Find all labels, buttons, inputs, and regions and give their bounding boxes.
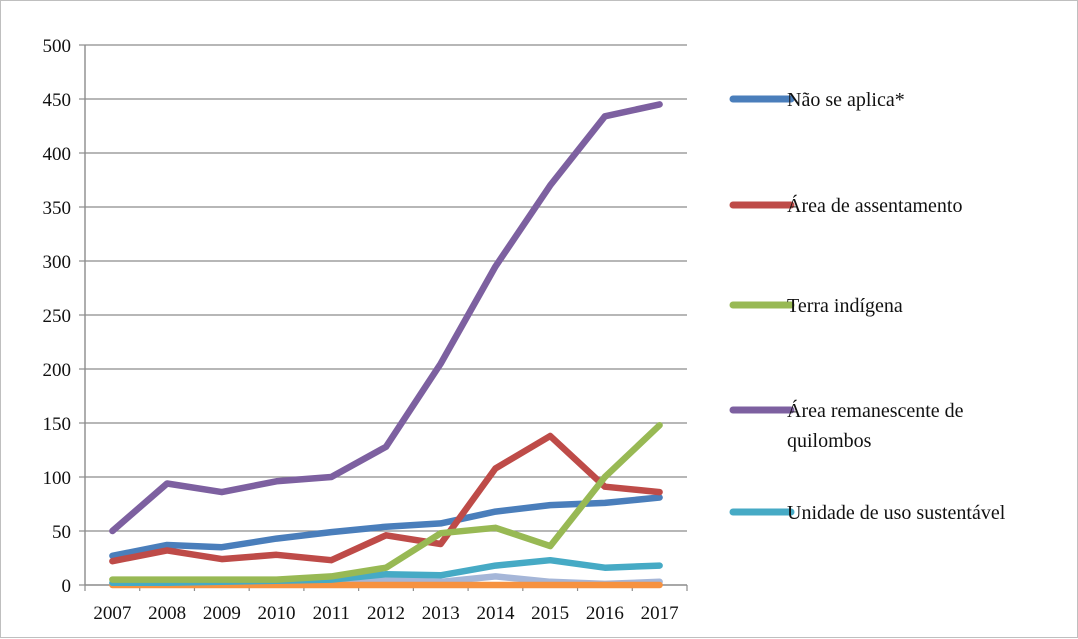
legend-label: Terra indígena <box>787 295 903 317</box>
x-tick-label: 2016 <box>586 603 624 624</box>
x-tick-label: 2013 <box>422 603 460 624</box>
x-tick-label: 2014 <box>476 603 515 624</box>
series-lines <box>112 104 659 585</box>
series-line-0 <box>112 498 659 556</box>
y-tick-label: 100 <box>43 468 72 489</box>
legend-label: Unidade de uso sustentável <box>787 502 1006 524</box>
y-tick-label: 200 <box>43 360 72 381</box>
legend-label: Área remanescente de <box>787 399 964 422</box>
x-tick-label: 2007 <box>93 603 131 624</box>
y-tick-label: 450 <box>43 90 72 111</box>
x-tick-label: 2012 <box>367 603 405 624</box>
x-tick-label: 2011 <box>313 603 350 624</box>
y-tick-label: 0 <box>62 576 72 597</box>
y-tick-label: 250 <box>43 306 72 327</box>
gridlines <box>85 45 687 531</box>
x-tick-label: 2017 <box>641 603 679 624</box>
y-tick-label: 150 <box>43 414 72 435</box>
axes: 0 50 100 150 200 250 300 350 400 450 500 2007 2008 20… <box>43 36 688 624</box>
series-line-3 <box>112 104 659 531</box>
y-tick-label: 500 <box>43 36 72 57</box>
legend-label: quilombos <box>787 430 872 452</box>
series-line-1 <box>112 436 659 561</box>
y-tick-label: 400 <box>43 144 72 165</box>
x-tick-label: 2008 <box>148 603 186 624</box>
legend-label: Não se aplica* <box>787 89 905 111</box>
y-tick-label: 300 <box>43 252 72 273</box>
x-tick-label: 2009 <box>203 603 241 624</box>
legend: Não se aplica* Área de assentamento Terra … <box>733 89 1006 524</box>
legend-label: Área de assentamento <box>787 194 962 217</box>
x-tick-label: 2015 <box>531 603 569 624</box>
y-tick-label: 350 <box>43 198 72 219</box>
y-tick-label: 50 <box>52 522 71 543</box>
x-tick-label: 2010 <box>258 603 296 624</box>
